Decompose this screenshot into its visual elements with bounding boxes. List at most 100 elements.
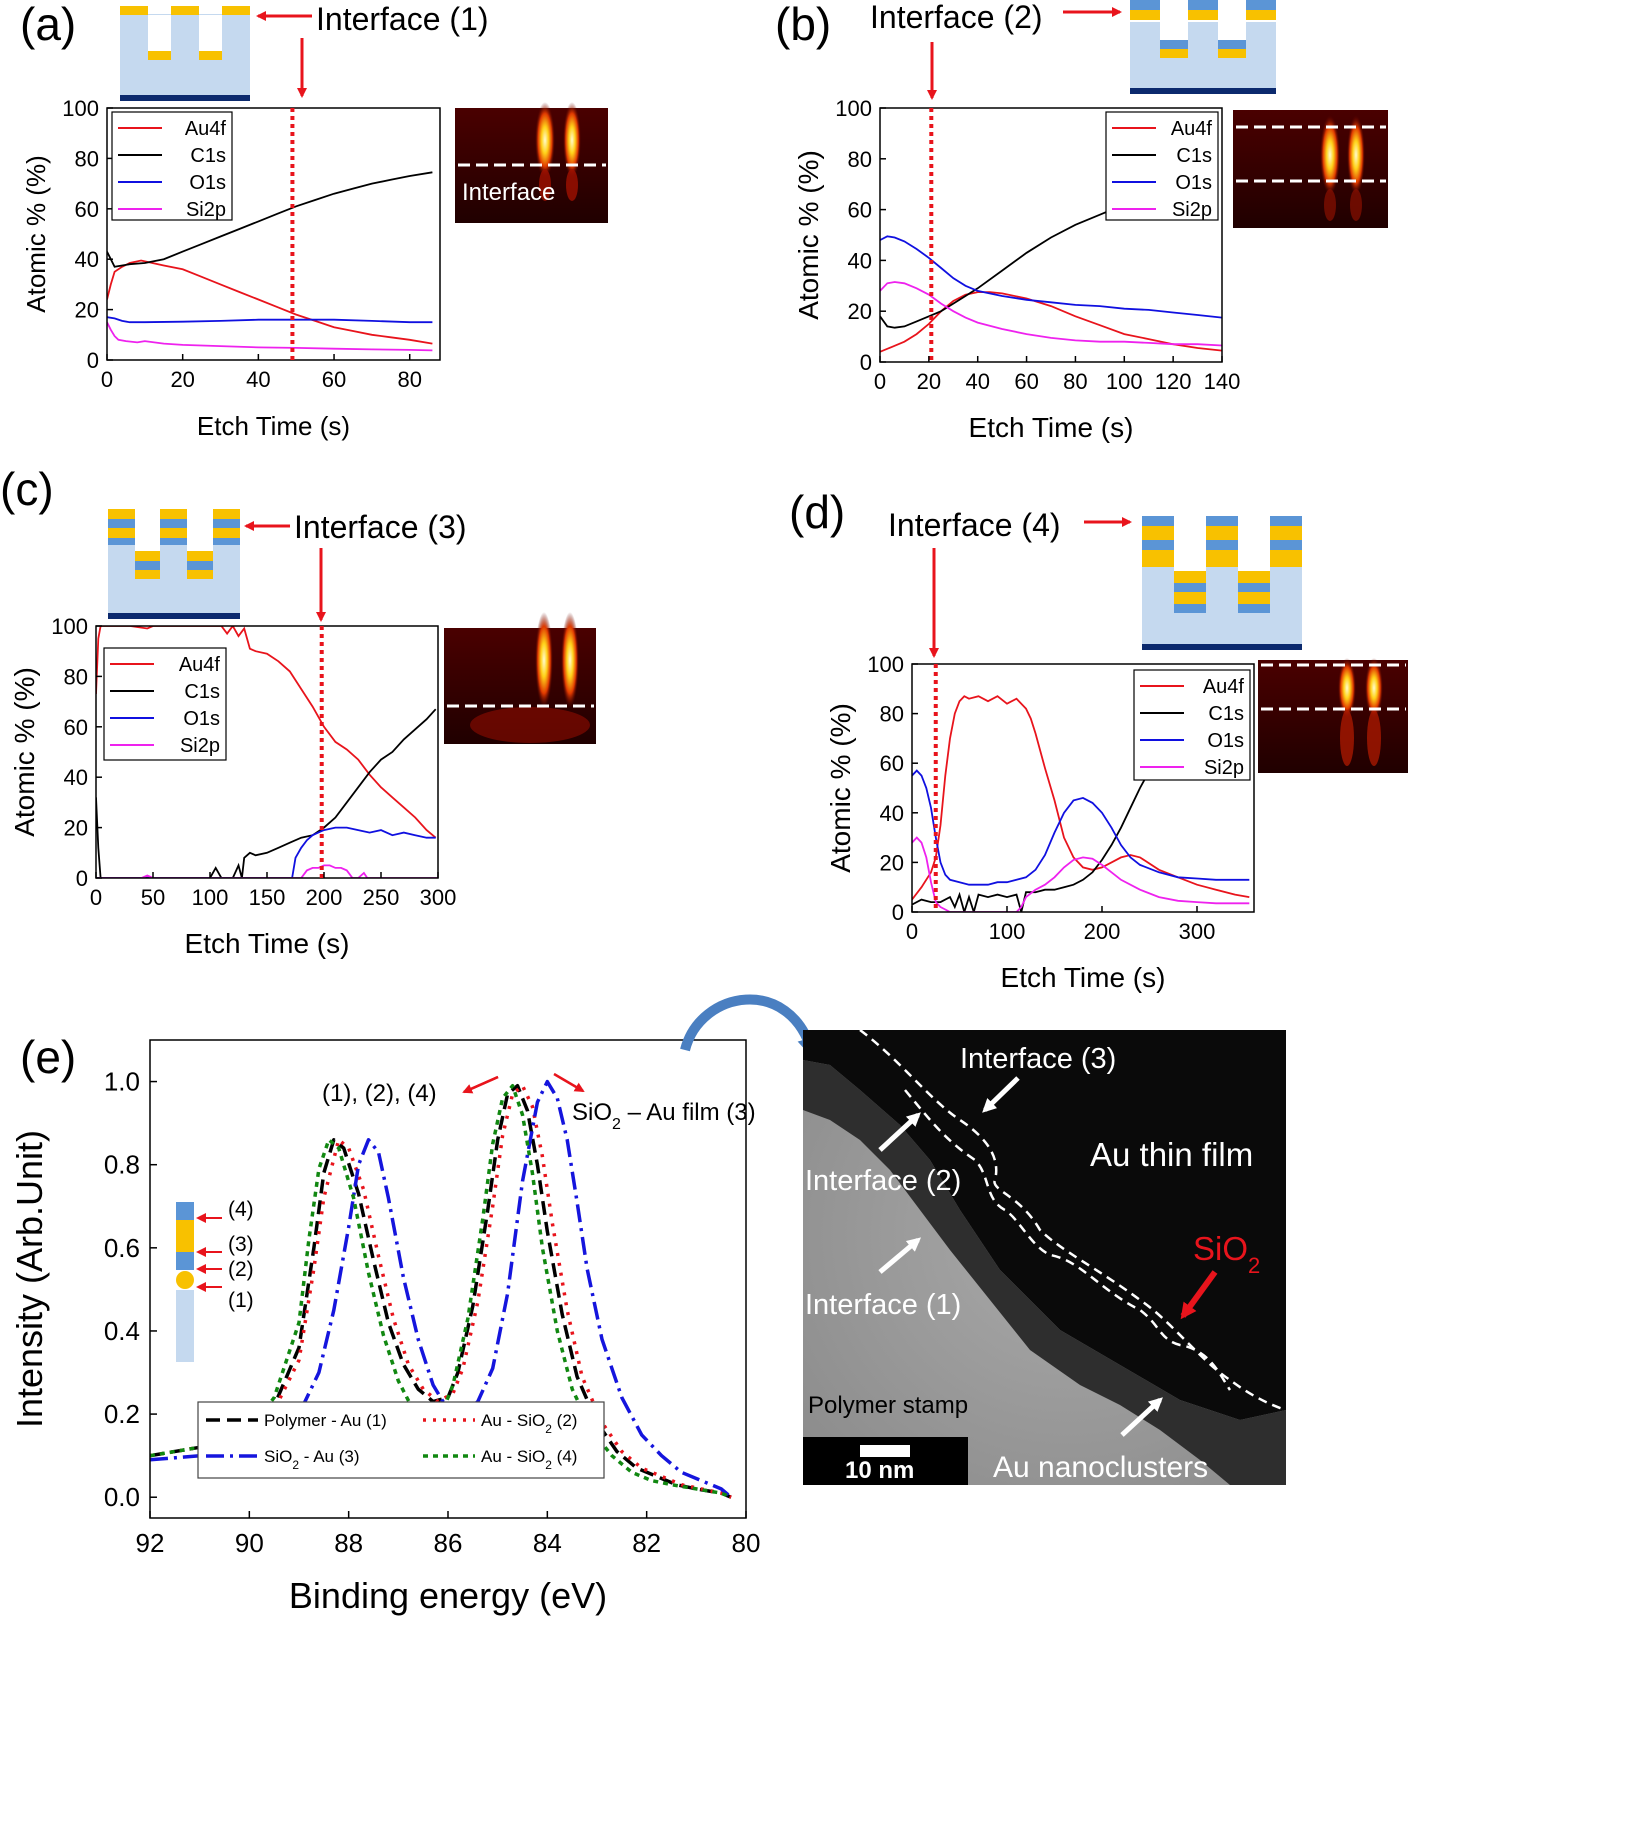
series-line-o1s [912, 769, 1250, 886]
layer-schematic-a [120, 6, 250, 101]
xps-series-line-2 [149, 1083, 732, 1499]
interface-label-d: Interface (4) [888, 507, 1061, 543]
x-tick-label: 60 [322, 367, 346, 392]
legend-label: O1s [1175, 172, 1212, 194]
x-tick-label: 300 [1179, 919, 1216, 944]
tem-label-nanoclusters: Au nanoclusters [993, 1451, 1208, 1484]
series-line-c1s [96, 708, 437, 878]
y-axis-label: Atomic % (%) [825, 703, 856, 873]
legend-label: C1s [190, 145, 226, 167]
series-line-au4f [96, 626, 437, 839]
panel-e: (e) 92 90 88 86 84 82 80 0.0 0.2 0.4 0.6 0.8 1.0 Bind… [9, 994, 819, 1616]
x-tick-label: 100 [192, 885, 229, 910]
series-line-si2p [107, 321, 433, 352]
layer-schematic-d [1142, 516, 1302, 650]
x-tick-label: 88 [334, 1528, 363, 1558]
scale-bar [860, 1445, 910, 1457]
x-tick-label: 82 [632, 1528, 661, 1558]
x-tick-label: 60 [1014, 369, 1038, 394]
xps-series-line-1 [149, 1083, 732, 1499]
y-tick-label: 0 [892, 900, 904, 925]
heatmap-inset-d [1258, 658, 1408, 773]
x-tick-label: 200 [306, 885, 343, 910]
legend-box [103, 647, 227, 761]
y-tick-label: 100 [835, 96, 872, 121]
x-tick-label: 40 [965, 369, 989, 394]
x-axis-label: Binding energy (eV) [289, 1575, 607, 1616]
plot-d: 0 100 200 300 0 20 40 60 80 100 Etch Time (s) Atomi… [825, 652, 1255, 993]
y-tick-label: 20 [64, 816, 88, 841]
inset-interface-label: Interface [462, 179, 555, 206]
series-line-au4f [912, 695, 1250, 901]
y-tick-label: 20 [880, 850, 904, 875]
x-tick-label: 150 [249, 885, 286, 910]
x-tick-label: 300 [420, 885, 457, 910]
tem-label-interface1: Interface (1) [805, 1289, 961, 1321]
legend-label: Au4f [179, 654, 221, 676]
series-line-o1s [96, 826, 436, 878]
x-tick-label: 100 [989, 919, 1026, 944]
layer-label: (4) [228, 1198, 254, 1221]
panel-e-letter: (e) [20, 1031, 76, 1083]
x-axis-label: Etch Time (s) [1001, 962, 1166, 993]
plot-frame [106, 107, 441, 361]
xps-series-line-4 [149, 1083, 732, 1499]
curved-pointer-arrow [680, 994, 819, 1060]
y-tick-label: 60 [75, 197, 99, 222]
legend-label: O1s [183, 708, 220, 730]
legend-label: Si2p [1172, 199, 1212, 221]
series-line-o1s [107, 316, 433, 324]
panel-c: (c) Interface (3) [0, 463, 596, 959]
series-line-c1s [880, 201, 1135, 329]
x-tick-label: 20 [917, 369, 941, 394]
heatmap-inset-c [444, 612, 596, 744]
x-tick-label: 80 [1063, 369, 1087, 394]
panel-a-letter: (a) [20, 0, 76, 50]
y-tick-label: 40 [75, 247, 99, 272]
y-tick-label: 0 [76, 866, 88, 891]
series-line-si2p [880, 281, 1222, 347]
layer-schematic-b [1130, 0, 1276, 94]
y-tick-label: 100 [51, 614, 88, 639]
y-tick-label: 20 [848, 299, 872, 324]
y-tick-label: 100 [867, 652, 904, 677]
legend-label: Au4f [1203, 676, 1245, 698]
panel-a: (a) Interface (1) 0 20 40 60 80 0 20 40 60 80 100 E… [20, 0, 608, 441]
x-axis-label: Etch Time (s) [185, 928, 350, 959]
legend-label: C1s [184, 681, 220, 703]
legend-label: O1s [1207, 730, 1244, 752]
legend-label: C1s [1208, 703, 1244, 725]
y-tick-label: 80 [75, 146, 99, 171]
tem-label-sio2: SiO2 [1193, 1230, 1260, 1278]
legend-label: Si2p [186, 199, 226, 221]
y-tick-label: 0.8 [104, 1150, 140, 1180]
panel-d-letter: (d) [789, 486, 845, 538]
plot-b: 0 20 40 60 80 100 120 140 0 20 40 60 80 100 Etch Time … [793, 96, 1240, 443]
x-tick-label: 250 [363, 885, 400, 910]
x-axis-label: Etch Time (s) [969, 412, 1134, 443]
series-line-si2p [912, 836, 1250, 912]
y-tick-label: 0.0 [104, 1482, 140, 1512]
tem-label-polymer: Polymer stamp [808, 1392, 968, 1419]
y-axis-label: Intensity (Arb.Unit) [9, 1130, 50, 1428]
x-tick-label: 0 [101, 367, 113, 392]
tem-image: Interface (3) Interface (2) Au thin film… [803, 1029, 1287, 1485]
y-tick-label: 60 [64, 715, 88, 740]
layer-stack-icon: (4) (3) (2) (1) [176, 1198, 254, 1362]
y-tick-label: 0.4 [104, 1316, 140, 1346]
x-tick-label: 100 [1106, 369, 1143, 394]
interface-label-a: Interface (1) [316, 1, 489, 37]
plot-e: 92 90 88 86 84 82 80 0.0 0.2 0.4 0.6 0.8 1.0 Binding … [9, 1039, 760, 1616]
y-tick-label: 40 [880, 801, 904, 826]
x-tick-label: 0 [906, 919, 918, 944]
plot-frame [879, 107, 1223, 363]
legend-box [111, 111, 233, 221]
x-tick-label: 0 [874, 369, 886, 394]
x-tick-label: 40 [246, 367, 270, 392]
x-tick-label: 80 [397, 367, 421, 392]
y-tick-label: 40 [848, 248, 872, 273]
y-tick-label: 0 [87, 348, 99, 373]
series-line-o1s [880, 235, 1222, 319]
tem-label-au-film: Au thin film [1090, 1136, 1253, 1173]
series-line-au4f [107, 259, 433, 345]
